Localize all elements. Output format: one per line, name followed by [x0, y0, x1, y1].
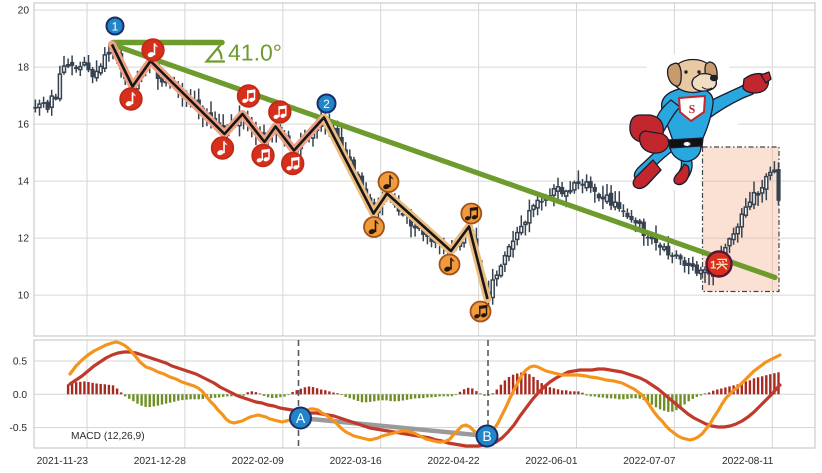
svg-text:B: B — [482, 428, 491, 444]
svg-text:2: 2 — [323, 97, 330, 111]
svg-text:2022-02-09: 2022-02-09 — [232, 456, 284, 467]
svg-text:2022-06-01: 2022-06-01 — [525, 456, 577, 467]
svg-text:2021-11-23: 2021-11-23 — [37, 456, 89, 467]
svg-text:2022-07-07: 2022-07-07 — [623, 456, 675, 467]
svg-text:14: 14 — [18, 177, 30, 188]
svg-text:S: S — [689, 102, 696, 116]
svg-text:A: A — [296, 410, 306, 426]
svg-text:2022-04-22: 2022-04-22 — [427, 456, 479, 467]
svg-text:16: 16 — [18, 120, 30, 131]
svg-text:1: 1 — [710, 260, 716, 272]
svg-text:2021-12-28: 2021-12-28 — [134, 456, 186, 467]
svg-text:10: 10 — [18, 291, 30, 302]
svg-text:-0.5: -0.5 — [9, 423, 27, 434]
svg-text:MACD (12,26,9): MACD (12,26,9) — [71, 431, 145, 442]
svg-text:2022-08-11: 2022-08-11 — [722, 456, 774, 467]
svg-text:20: 20 — [18, 6, 30, 17]
svg-text:18: 18 — [18, 63, 30, 74]
svg-text:12: 12 — [18, 234, 30, 245]
svg-text:0.0: 0.0 — [13, 390, 27, 401]
svg-text:2022-03-16: 2022-03-16 — [330, 456, 382, 467]
svg-text:1: 1 — [112, 19, 119, 33]
svg-text:41.0°: 41.0° — [228, 40, 282, 66]
svg-text:0.5: 0.5 — [13, 357, 27, 368]
